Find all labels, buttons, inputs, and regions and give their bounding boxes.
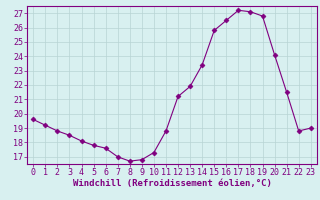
X-axis label: Windchill (Refroidissement éolien,°C): Windchill (Refroidissement éolien,°C) xyxy=(73,179,271,188)
